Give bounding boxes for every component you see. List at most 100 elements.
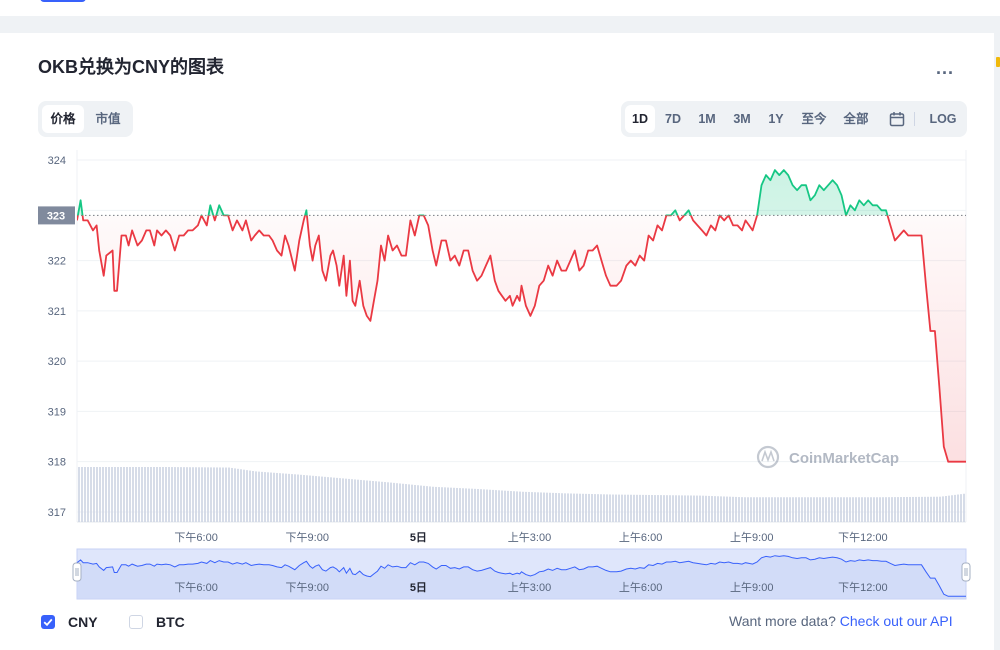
volume-bar [198, 467, 200, 522]
volume-bar [546, 492, 548, 522]
volume-bar [618, 494, 620, 522]
y-tick-label: 321 [48, 306, 66, 318]
range-ytd[interactable]: 至今 [801, 112, 827, 126]
volume-bar [873, 497, 875, 522]
volume-bar [381, 481, 383, 522]
volume-bar [858, 497, 860, 522]
volume-bar [693, 495, 695, 522]
api-link[interactable]: Check out our API [839, 613, 953, 629]
volume-bar [471, 488, 473, 522]
chart-title: OKB兑换为CNY的图表 [38, 57, 225, 77]
top-bar [0, 0, 1000, 16]
range-all[interactable]: 全部 [843, 112, 869, 126]
range-1y[interactable]: 1Y [768, 112, 784, 126]
range-1m[interactable]: 1M [698, 112, 716, 126]
x-tick-label: 上午6:00 [619, 531, 662, 544]
volume-bar [357, 479, 359, 522]
volume-bar [204, 467, 206, 522]
volume-bar [657, 495, 659, 522]
volume-bar [759, 497, 761, 522]
volume-bar [897, 497, 899, 522]
volume-bar [543, 492, 545, 522]
volume-bar [555, 492, 557, 522]
volume-bar [81, 467, 83, 522]
volume-bar [549, 492, 551, 522]
volume-bar [270, 472, 272, 522]
volume-bar [501, 490, 503, 522]
volume-bar [810, 497, 812, 522]
range-1d[interactable]: 1D [625, 105, 655, 133]
volume-bar [483, 489, 485, 522]
volume-bar [303, 475, 305, 522]
volume-bar [108, 467, 110, 522]
volume-bar [228, 467, 230, 522]
toggle-price[interactable]: 价格 [42, 105, 84, 133]
volume-bar [462, 488, 464, 522]
calendar-icon[interactable] [889, 111, 905, 127]
volume-bar [585, 493, 587, 522]
volume-bar [402, 483, 404, 522]
volume-bar [102, 467, 104, 522]
volume-bar [441, 487, 443, 522]
volume-bar [954, 494, 956, 522]
volume-bar [273, 472, 275, 522]
volume-bar [702, 495, 704, 522]
volume-bar [741, 497, 743, 522]
volume-bar [267, 472, 269, 522]
navigator-tick-label: 下午6:00 [174, 581, 217, 594]
navigator-handle-left[interactable] [72, 562, 82, 582]
volume-bar [420, 485, 422, 522]
volume-bar [315, 476, 317, 522]
volume-bar [186, 467, 188, 522]
volume-bar [780, 497, 782, 522]
volume-bar [396, 483, 398, 522]
btc-checkbox[interactable] [129, 615, 143, 629]
volume-bar [882, 497, 884, 522]
volume-bar [279, 473, 281, 522]
range-log[interactable]: LOG [929, 112, 957, 126]
volume-bar [714, 496, 716, 522]
volume-bar [807, 497, 809, 522]
volume-bar [411, 484, 413, 522]
section-divider [0, 16, 1000, 33]
legend-cny[interactable]: CNY [41, 613, 98, 631]
volume-bar [507, 490, 509, 522]
volume-bar [78, 467, 80, 522]
volume-bar [711, 496, 713, 522]
more-options-icon[interactable]: ... [936, 58, 955, 78]
volume-bar [537, 492, 539, 522]
toggle-market-cap[interactable]: 市值 [95, 112, 121, 126]
volume-bar [597, 494, 599, 522]
volume-bar [258, 471, 260, 522]
volume-bar [105, 467, 107, 522]
range-3m[interactable]: 3M [733, 112, 751, 126]
volume-bar [126, 467, 128, 522]
volume-bar [351, 479, 353, 522]
volume-bar [645, 494, 647, 522]
volume-bar [111, 467, 113, 522]
cny-checkbox[interactable] [41, 615, 55, 629]
volume-bar [834, 497, 836, 522]
volume-bar [525, 491, 527, 522]
volume-bar [96, 467, 98, 522]
volume-bar [423, 485, 425, 522]
volume-bar [909, 496, 911, 522]
volume-bar [792, 497, 794, 522]
volume-bar [762, 497, 764, 522]
volume-bar [306, 475, 308, 522]
volume-bar [378, 481, 380, 522]
volume-bar [180, 467, 182, 522]
navigator-handle-right[interactable] [961, 562, 971, 582]
volume-bar [825, 497, 827, 522]
volume-bar [282, 473, 284, 522]
range-7d[interactable]: 7D [665, 112, 681, 126]
volume-bar [963, 493, 965, 522]
volume-bar [435, 486, 437, 522]
volume-bar [372, 481, 374, 522]
volume-bar [336, 477, 338, 522]
volume-bar [360, 479, 362, 522]
legend-btc[interactable]: BTC [129, 613, 185, 631]
volume-bar [636, 494, 638, 522]
volume-bar [648, 494, 650, 522]
